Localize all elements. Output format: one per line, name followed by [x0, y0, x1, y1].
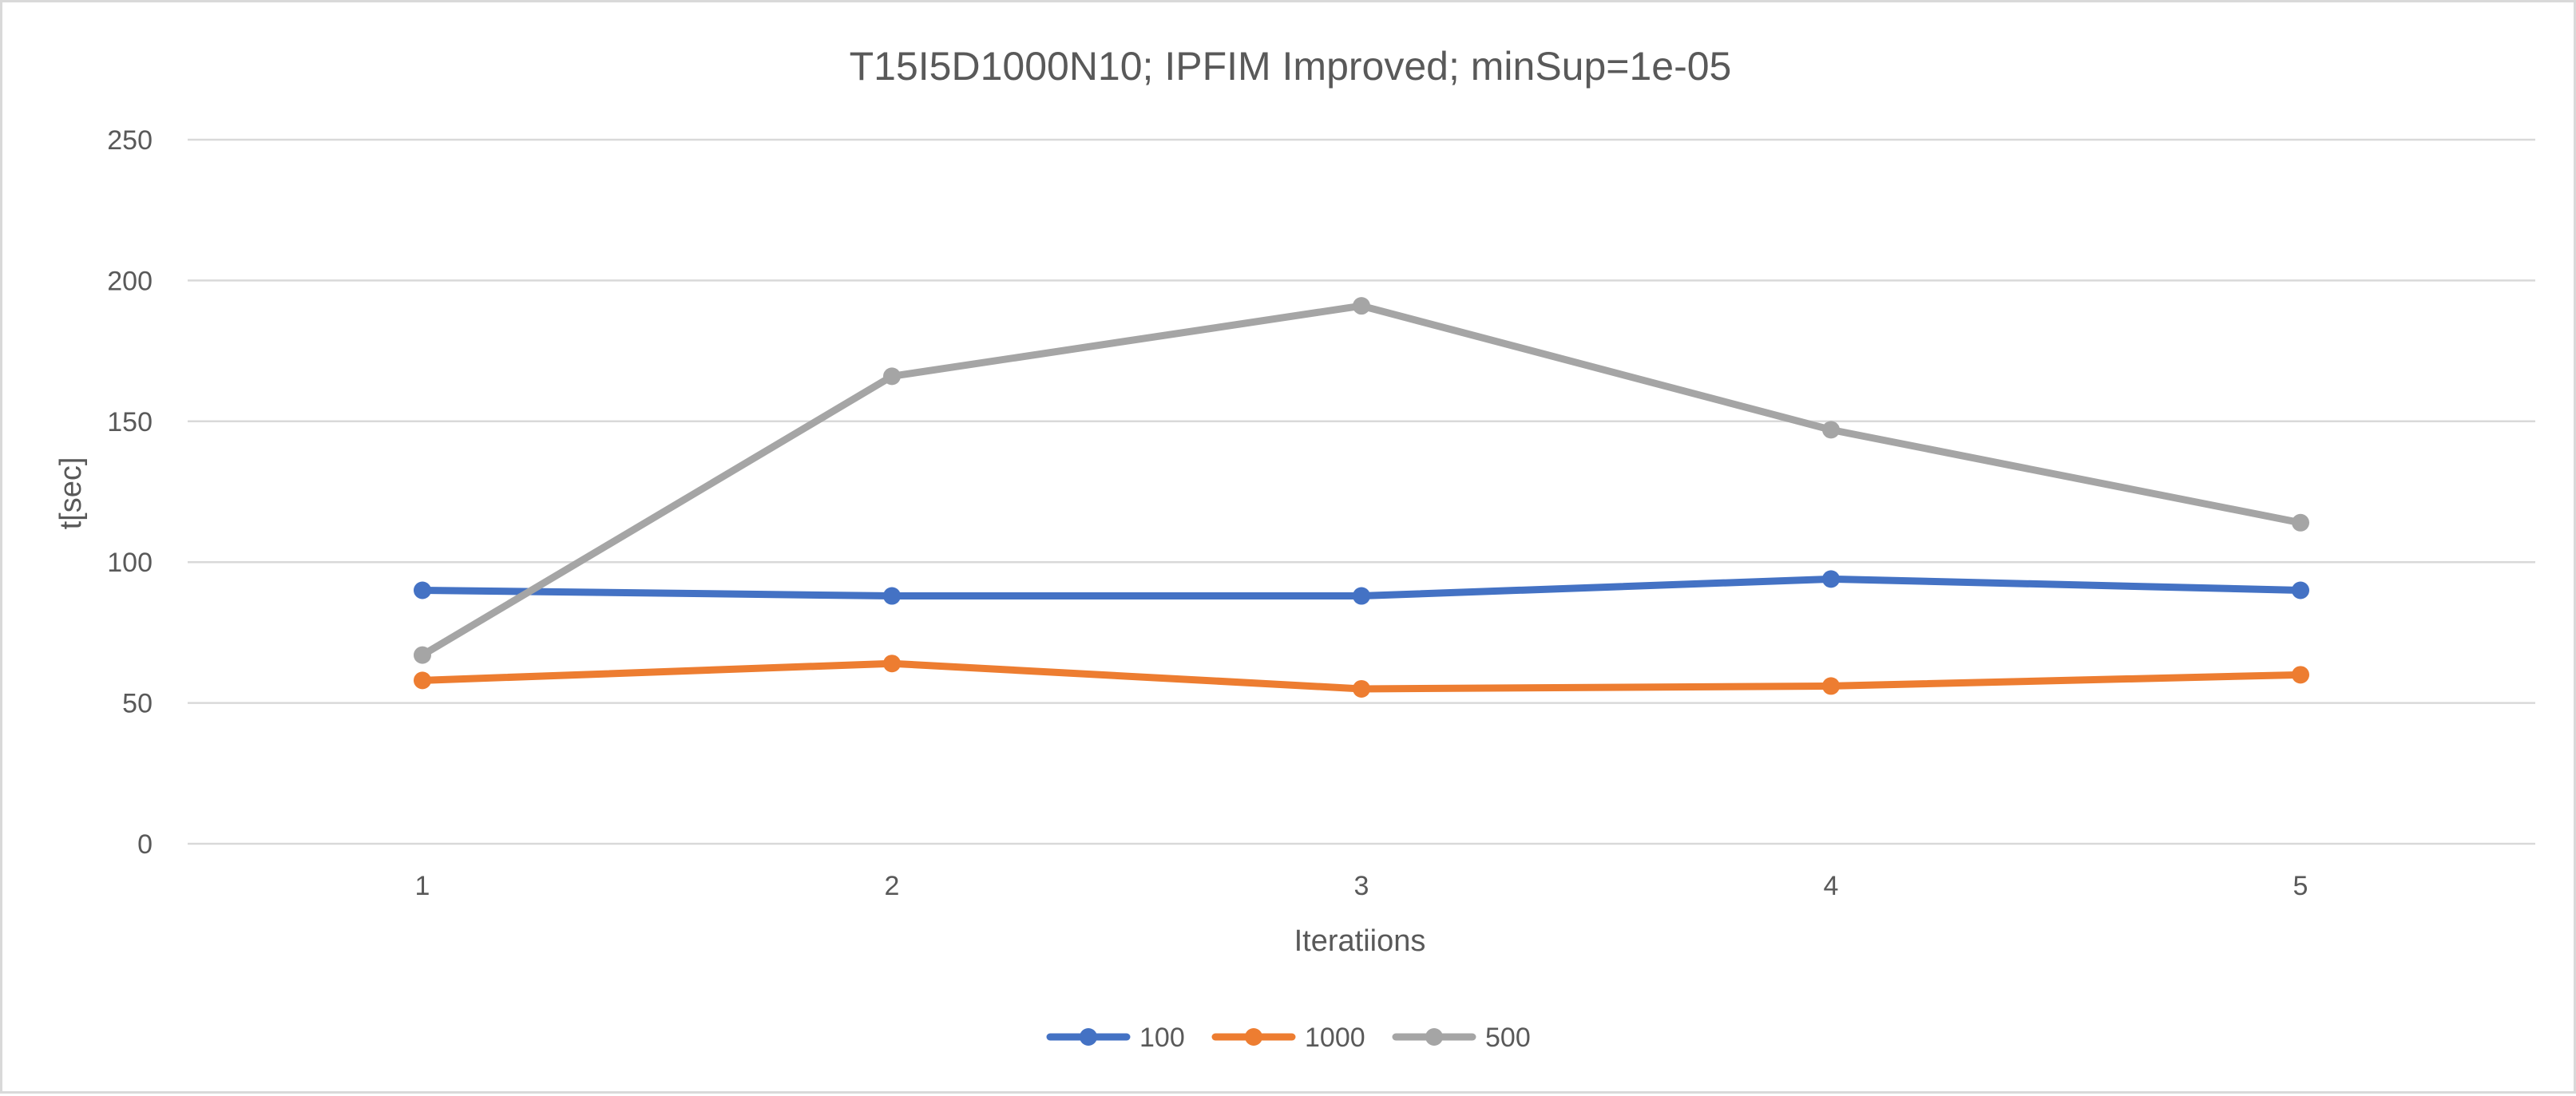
data-point	[883, 587, 901, 605]
legend-item-500: 500	[1392, 1023, 1531, 1053]
data-point	[883, 655, 901, 673]
x-tick-label: 5	[2293, 871, 2308, 901]
legend-swatch-marker	[1425, 1028, 1443, 1046]
gridlines	[188, 138, 2535, 845]
y-tick-label: 0	[137, 829, 153, 860]
data-point	[1822, 677, 1840, 695]
x-axis-label: Iteratiions	[1294, 924, 1426, 958]
series-500	[414, 297, 2309, 664]
data-point	[1353, 587, 1370, 605]
data-point	[1353, 679, 1370, 698]
series-100	[414, 570, 2309, 605]
data-point	[1822, 570, 1840, 588]
x-tick-label: 3	[1354, 871, 1369, 901]
x-tick-label: 2	[885, 871, 900, 901]
legend-label: 1000	[1305, 1023, 1365, 1053]
data-point	[1822, 421, 1840, 439]
legend-label: 100	[1139, 1023, 1185, 1053]
data-point	[414, 581, 431, 599]
x-tick-label: 4	[1824, 871, 1839, 901]
series-lines	[414, 297, 2309, 698]
y-tick-label: 250	[107, 125, 153, 156]
legend-item-100: 100	[1046, 1023, 1185, 1053]
series-1000	[414, 655, 2309, 698]
data-point	[1353, 297, 1370, 315]
y-tick-label: 50	[122, 689, 153, 719]
y-axis-ticks: 0 50 100 150 200 250	[107, 125, 153, 860]
data-point	[2292, 581, 2309, 599]
data-point	[414, 671, 431, 690]
y-tick-label: 100	[107, 548, 153, 578]
y-tick-label: 200	[107, 266, 153, 296]
x-axis-ticks: 1 2 3 4 5	[415, 871, 2308, 901]
x-tick-label: 1	[415, 871, 430, 901]
legend-item-1000: 1000	[1211, 1023, 1365, 1053]
legend-swatch-marker	[1245, 1028, 1262, 1046]
data-point	[2292, 513, 2309, 532]
y-tick-label: 150	[107, 407, 153, 437]
legend-label: 500	[1485, 1023, 1531, 1053]
data-point	[883, 367, 901, 386]
chart-title: T15I5D1000N10; IPFIM Improved; minSup=1e…	[850, 44, 1732, 89]
legend: 100 1000 500	[1046, 1023, 1531, 1053]
data-point	[2292, 666, 2309, 684]
data-point	[414, 646, 431, 664]
legend-swatch-marker	[1080, 1028, 1097, 1046]
y-axis-label: t[sec]	[54, 457, 88, 530]
